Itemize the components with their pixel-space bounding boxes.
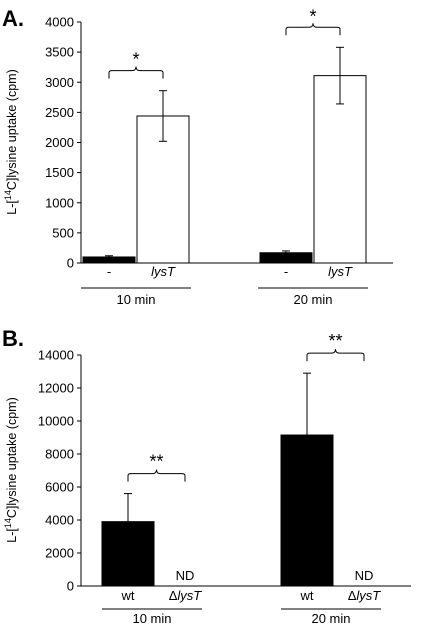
y-tick-label: 3000	[45, 75, 74, 90]
group-time-label: 10 min	[116, 292, 155, 307]
group-time-label: 20 min	[293, 292, 332, 307]
category-label: ΔlysT	[169, 588, 203, 603]
y-tick-label: 2000	[45, 135, 74, 150]
significance-marker: *	[309, 6, 316, 26]
category-label-prefix: Δ	[169, 588, 178, 603]
y-tick-label: 2500	[45, 105, 74, 120]
y-tick-label: 1500	[45, 165, 74, 180]
significance-marker: **	[149, 452, 163, 472]
y-axis-label: L-[14C]lysine uptake (cpm)	[3, 69, 19, 214]
category-label: -	[284, 264, 288, 279]
category-label: ΔlysT	[348, 588, 382, 603]
y-tick-label: 12000	[38, 381, 74, 396]
significance-brace	[108, 66, 164, 79]
bar	[259, 252, 313, 264]
bar	[280, 434, 334, 587]
panel-label: B.	[2, 326, 24, 351]
significance-brace	[306, 349, 365, 362]
y-axis-label-part: C]lysine uptake (cpm)	[5, 69, 19, 190]
category-label-text: lysT	[151, 264, 176, 279]
y-tick-label: 500	[52, 225, 74, 240]
not-detected-label: ND	[176, 568, 195, 583]
y-tick-label: 2000	[45, 546, 74, 561]
category-label-text: -	[107, 264, 111, 279]
y-tick-label: 6000	[45, 480, 74, 495]
y-tick-label: 0	[67, 579, 74, 594]
y-tick-label: 14000	[38, 348, 74, 363]
y-axis-label-part: C]lysine uptake (cpm)	[5, 397, 19, 518]
category-label-text: lysT	[328, 264, 353, 279]
category-label: -	[107, 264, 111, 279]
panel-label: A.	[2, 6, 24, 31]
group-time-label: 20 min	[311, 611, 350, 624]
category-label-text: wt	[121, 588, 135, 603]
category-label-prefix: Δ	[348, 588, 357, 603]
category-label: lysT	[151, 264, 176, 279]
bar	[82, 256, 136, 264]
y-axis-label: L-[14C]lysine uptake (cpm)	[3, 397, 19, 542]
y-tick-label: 4000	[45, 15, 74, 30]
y-tick-label: 10000	[38, 414, 74, 429]
significance-marker: *	[132, 50, 139, 70]
significance-brace	[285, 23, 341, 36]
bar	[101, 521, 155, 587]
y-tick-label: 4000	[45, 513, 74, 528]
category-label-text: wt	[300, 588, 314, 603]
not-detected-label: ND	[355, 568, 374, 583]
y-axis-label-part: L-[	[5, 528, 19, 543]
bar	[313, 75, 367, 264]
category-label-text: lysT	[356, 588, 381, 603]
y-tick-label: 3500	[45, 45, 74, 60]
y-tick-label: 0	[67, 256, 74, 271]
category-label: wt	[121, 588, 135, 603]
category-label-text: lysT	[177, 588, 202, 603]
y-axis-label-part: L-[	[5, 200, 19, 215]
category-label: lysT	[328, 264, 353, 279]
chart-panel-1: A. 0 500 1000 1500 2000 2500 3000 3500 4000 L-[14C…	[2, 6, 393, 307]
category-label: wt	[300, 588, 314, 603]
y-tick-label: 8000	[45, 447, 74, 462]
group-time-label: 10 min	[132, 611, 171, 624]
significance-brace	[127, 469, 186, 482]
significance-marker: **	[328, 331, 342, 351]
y-axis-label-superscript: 14	[3, 518, 13, 528]
y-tick-label: 1000	[45, 195, 74, 210]
chart-panel-2: B. 0 2000 4000 6000 8000 10000 12000 14000 L-[14C…	[2, 326, 411, 624]
category-label-text: -	[284, 264, 288, 279]
y-axis-label-superscript: 14	[3, 190, 13, 200]
